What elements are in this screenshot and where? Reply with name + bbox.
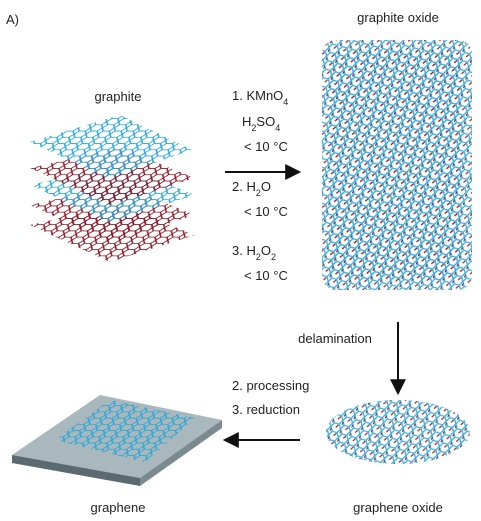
label: graphene oxide bbox=[353, 500, 443, 515]
subscript: 4 bbox=[275, 123, 280, 133]
graphene-oxide-illustration bbox=[326, 400, 470, 464]
label: delamination bbox=[298, 331, 372, 346]
reagent-line: H2SO4 bbox=[242, 114, 280, 133]
reagent-line: < 10 °C bbox=[244, 139, 288, 154]
graphite-illustration bbox=[30, 115, 195, 262]
label: graphite oxide bbox=[357, 10, 439, 25]
reagent-text: < 10 °C bbox=[244, 139, 288, 154]
reduction-step: 2. processing bbox=[232, 378, 309, 393]
reagent-text: < 10 °C bbox=[244, 204, 288, 219]
reagent-text: SO bbox=[256, 114, 275, 129]
label: graphite bbox=[95, 89, 142, 104]
reagent-text: 2. H bbox=[232, 179, 256, 194]
panel-label: A) bbox=[6, 12, 19, 27]
reduction-step: 3. reduction bbox=[232, 402, 300, 417]
graphene-illustration bbox=[12, 395, 222, 486]
reagent-line: 3. H2O2 bbox=[232, 243, 276, 262]
reagent-text: O bbox=[261, 179, 271, 194]
reagent-line: 2. H2O bbox=[232, 179, 271, 198]
reagent-text: H bbox=[242, 114, 251, 129]
reagent-text: < 10 °C bbox=[244, 268, 288, 283]
label: graphene bbox=[91, 500, 146, 515]
reagent-line: 1. KMnO4 bbox=[232, 88, 288, 107]
diagram: A) graphite graphite oxide delamination … bbox=[0, 0, 481, 521]
reagent-text: O bbox=[261, 243, 271, 258]
reagent-line: < 10 °C bbox=[244, 268, 288, 283]
reagent-text: 1. KMnO bbox=[232, 88, 283, 103]
reagent-text: 3. H bbox=[232, 243, 256, 258]
reagent-line: < 10 °C bbox=[244, 204, 288, 219]
subscript: 2 bbox=[271, 252, 276, 262]
graphite-oxide-illustration bbox=[322, 40, 472, 290]
subscript: 4 bbox=[283, 97, 288, 107]
